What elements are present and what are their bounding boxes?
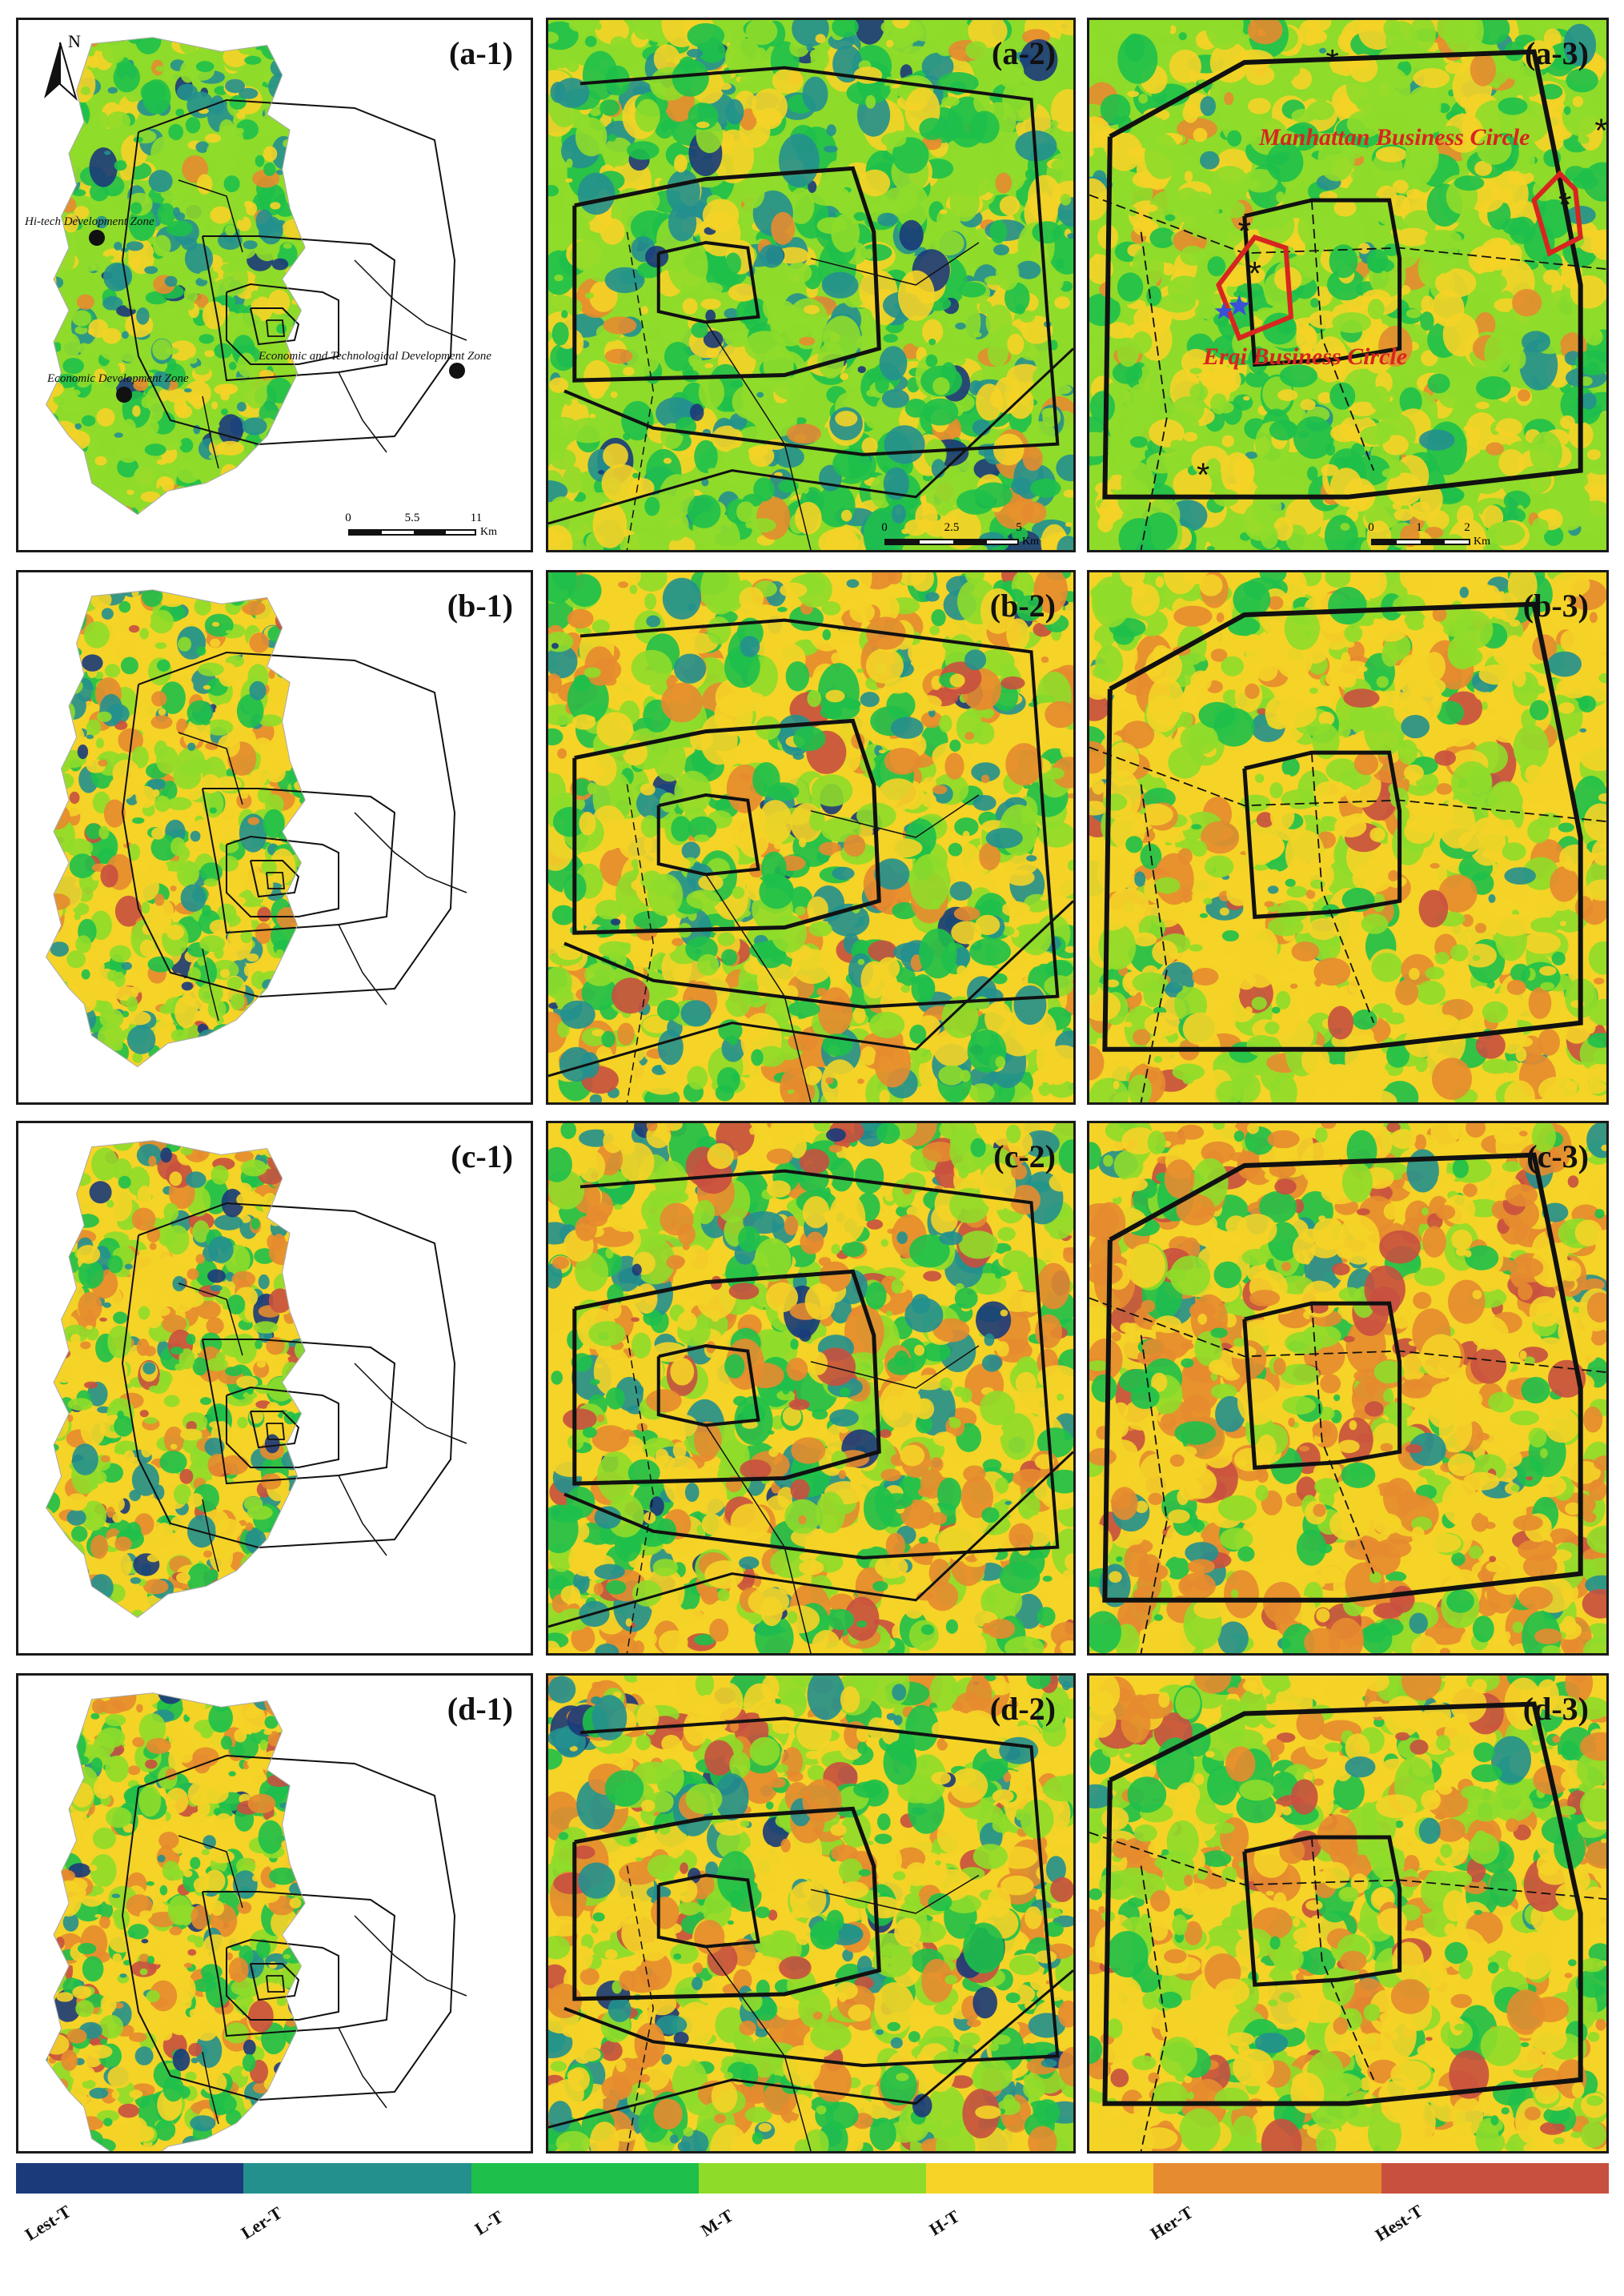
heat-map xyxy=(1089,1123,1606,1653)
north-arrow-icon: N xyxy=(36,26,84,122)
panel-label: (c-1) xyxy=(451,1138,513,1174)
star-marker-icon xyxy=(1229,295,1250,315)
heat-map xyxy=(1089,572,1606,1102)
panel-label: (d-1) xyxy=(447,1691,513,1727)
manhattan-business-circle-label: Manhattan Business Circle xyxy=(1259,124,1530,151)
erqi-business-circle-label: Erqi Business Circle xyxy=(1203,343,1408,370)
map-panel-b-3: (b-3) xyxy=(1087,570,1609,1105)
map-panel-a-3: * * * * * * (a-3) Manhattan Business Circle E… xyxy=(1087,18,1609,552)
panel-label: (b-1) xyxy=(447,588,513,624)
asterisk-marker-icon: * xyxy=(1249,255,1261,292)
panel-label: (b-3) xyxy=(1522,588,1589,624)
panel-label: (b-2) xyxy=(989,588,1056,624)
legend-label: Her-T xyxy=(1146,2202,1197,2244)
panel-label: (c-3) xyxy=(1526,1138,1589,1174)
map-panel-a-1: (a-1) N Hi-tech Development Zone Economi… xyxy=(16,18,533,552)
heat-map xyxy=(45,37,467,516)
heat-map xyxy=(45,589,467,1068)
map-panel-b-2: (b-2) xyxy=(546,570,1076,1105)
heat-map xyxy=(548,572,1073,1102)
asterisk-marker-icon: * xyxy=(1594,111,1606,149)
map-panel-b-1: (b-1) xyxy=(16,570,533,1105)
heat-map: * * * * * * xyxy=(1089,20,1606,550)
legend-label: Hest-T xyxy=(1372,2200,1427,2246)
heat-map xyxy=(45,1692,467,2151)
map-panel-d-2: (d-2) xyxy=(546,1673,1076,2154)
legend-swatch xyxy=(1153,2163,1381,2194)
asterisk-marker-icon: * xyxy=(1325,42,1338,80)
panel-label: (a-1) xyxy=(449,35,513,71)
heat-map xyxy=(548,1123,1073,1653)
etdz-label: Economic and Technological Development Z… xyxy=(259,350,492,363)
legend-label: Ler-T xyxy=(237,2202,286,2243)
economic-zone-marker xyxy=(116,387,132,403)
map-panel-c-3: (c-3) xyxy=(1087,1121,1609,1656)
legend-swatch xyxy=(243,2163,471,2194)
star-marker-icon xyxy=(1214,302,1233,319)
north-label: N xyxy=(68,31,81,51)
hitech-zone-marker xyxy=(89,230,105,246)
legend-swatch xyxy=(471,2163,699,2194)
legend-labels: Lest-T Ler-T L-T M-T H-T Her-T Hest-T xyxy=(16,2200,1609,2267)
asterisk-marker-icon: * xyxy=(1197,456,1209,494)
map-panel-c-1: (c-1) xyxy=(16,1121,533,1656)
panel-label: (c-2) xyxy=(993,1138,1056,1174)
panel-label: (a-2) xyxy=(992,35,1056,71)
etdz-marker xyxy=(449,363,465,379)
asterisk-marker-icon: * xyxy=(1558,186,1571,223)
panel-label: (d-2) xyxy=(989,1691,1056,1727)
panel-label: (a-3) xyxy=(1525,35,1589,71)
scale-bar: 0 2.5 5 Km xyxy=(881,521,1039,548)
map-panel-d-3: (d-3) xyxy=(1087,1673,1609,2154)
legend-label: H-T xyxy=(925,2206,963,2240)
legend-swatch xyxy=(16,2163,244,2194)
map-panel-c-2: (c-2) xyxy=(546,1121,1076,1656)
legend-label: Lest-T xyxy=(21,2201,74,2245)
color-legend xyxy=(16,2163,1609,2194)
economic-zone-label: Economic Development Zone xyxy=(47,372,189,385)
legend-swatch xyxy=(1381,2163,1609,2194)
hitech-zone-label: Hi-tech Development Zone xyxy=(25,215,154,228)
heat-map xyxy=(1089,1676,1606,2151)
legend-swatch xyxy=(698,2163,927,2194)
heat-map xyxy=(45,1140,467,1619)
scale-bar: 0 5.5 11 Km xyxy=(345,512,497,538)
panel-label: (d-3) xyxy=(1522,1691,1589,1727)
map-panel-d-1: (d-1) xyxy=(16,1673,533,2154)
map-panel-a-2: (a-2) 0 2.5 5 Km xyxy=(546,18,1076,552)
legend-label: M-T xyxy=(696,2205,737,2241)
heat-map xyxy=(548,20,1073,550)
asterisk-marker-icon: * xyxy=(1238,212,1251,250)
legend-label: L-T xyxy=(471,2206,507,2239)
heat-map xyxy=(548,1676,1073,2151)
legend-swatch xyxy=(926,2163,1154,2194)
